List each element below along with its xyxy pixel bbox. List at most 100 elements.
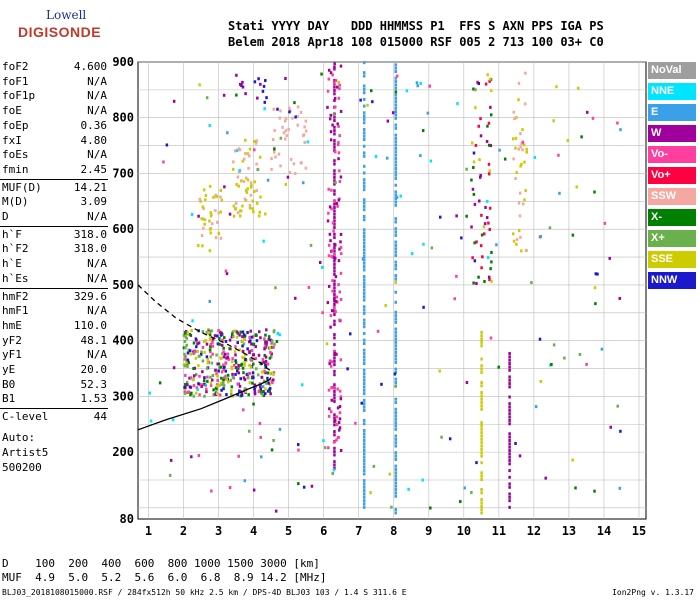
echo-mark [326, 89, 330, 93]
echo-mark [335, 438, 338, 442]
echo-mark [185, 343, 188, 347]
echo-mark [362, 375, 366, 379]
echo-mark [488, 77, 492, 81]
echo-mark [362, 452, 366, 456]
echo-mark [209, 355, 212, 359]
echo-mark [524, 71, 527, 75]
x-tick-label: 5 [285, 524, 292, 538]
echo-mark [593, 286, 597, 290]
echo-mark [333, 450, 336, 454]
echo-mark [594, 302, 597, 306]
echo-mark [338, 389, 342, 393]
echo-mark [519, 235, 522, 239]
echo-mark [294, 171, 297, 175]
echo-mark [243, 353, 247, 357]
echo-mark [209, 338, 212, 342]
echo-mark [329, 130, 333, 134]
echo-mark [362, 331, 366, 335]
echo-mark [335, 352, 338, 356]
echo-mark [258, 384, 262, 388]
echo-mark [394, 123, 398, 127]
echo-mark [183, 387, 187, 391]
echo-mark [362, 338, 366, 342]
legend-item: Vo+ [648, 167, 696, 184]
echo-mark [374, 155, 378, 159]
echo-mark [394, 267, 398, 271]
echo-mark [333, 416, 336, 420]
echo-mark [205, 96, 209, 100]
echo-mark [394, 317, 398, 321]
echo-mark [269, 392, 272, 396]
echo-mark [250, 348, 254, 352]
echo-mark [272, 438, 275, 442]
echo-mark [480, 501, 483, 505]
echo-mark [362, 281, 366, 285]
echo-mark [189, 393, 192, 397]
echo-mark [394, 427, 398, 431]
echo-mark [197, 214, 200, 218]
echo-mark [238, 384, 242, 388]
echo-mark [246, 347, 249, 351]
param-label: MUF(D) [2, 180, 42, 194]
echo-mark [473, 259, 477, 263]
echo-mark [216, 378, 219, 382]
echo-mark [472, 281, 475, 285]
echo-mark [362, 84, 366, 88]
echo-mark [465, 381, 469, 385]
echo-mark [206, 358, 210, 362]
echo-mark [190, 212, 194, 216]
echo-mark [264, 355, 268, 359]
echo-mark [331, 289, 334, 293]
echo-mark [203, 218, 207, 222]
echo-mark [480, 404, 483, 408]
echo-mark [251, 381, 254, 385]
echo-mark [219, 195, 222, 199]
echo-mark [369, 491, 372, 495]
echo-mark [321, 311, 324, 315]
echo-mark [333, 302, 336, 306]
echo-mark [195, 345, 198, 349]
echo-mark [236, 382, 240, 386]
x-tick-label: 6 [320, 524, 327, 538]
echo-mark [336, 122, 339, 126]
echo-mark [362, 455, 366, 459]
param-value: N/A [87, 210, 107, 223]
echo-mark [277, 152, 281, 156]
echo-mark [335, 415, 339, 419]
echo-mark [206, 379, 209, 383]
echo-mark [394, 381, 398, 385]
param-label: foF1p [2, 89, 36, 103]
echo-mark [514, 441, 517, 445]
echo-mark [362, 392, 366, 396]
echo-mark [212, 393, 215, 397]
echo-mark [262, 394, 266, 398]
echo-mark [394, 484, 398, 488]
echo-mark [394, 126, 398, 130]
param-row: B1 1.53 [2, 392, 107, 406]
param-value: 4.80 [80, 133, 108, 147]
echo-mark [384, 303, 387, 307]
echo-mark [250, 184, 253, 188]
echo-mark [603, 221, 607, 225]
echo-mark [470, 178, 473, 182]
echo-mark [362, 492, 366, 496]
chart-grid [137, 61, 647, 520]
param-value: 44 [93, 410, 107, 424]
echo-mark [221, 381, 225, 385]
echo-mark [394, 274, 398, 278]
echo-mark [394, 177, 398, 181]
echo-mark [362, 121, 366, 125]
echo-mark [333, 319, 336, 323]
echo-mark [394, 337, 398, 341]
echo-mark [188, 333, 192, 337]
echo-mark [327, 77, 331, 81]
echo-mark [394, 451, 398, 455]
echo-mark [263, 369, 266, 373]
x-tick-label: 11 [492, 524, 506, 538]
echo-mark [294, 115, 297, 119]
echo-mark [333, 296, 336, 300]
echo-mark [419, 154, 422, 158]
echo-mark [299, 110, 303, 114]
echo-mark [333, 396, 336, 400]
echo-mark [244, 389, 248, 393]
